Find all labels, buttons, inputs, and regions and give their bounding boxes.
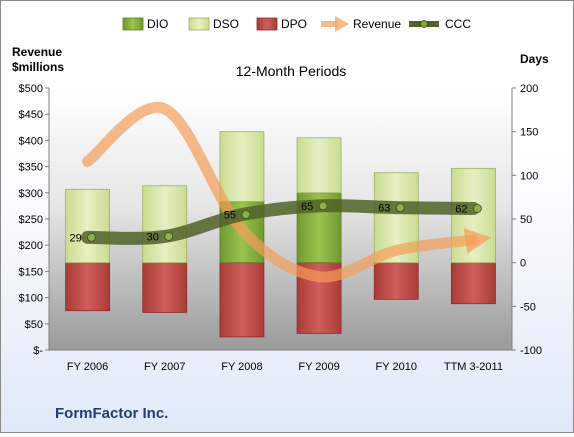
ccc-data-label: 65 [301,201,313,213]
right-axis-ticks: -100 -50 0 50 100 150 200 [512,83,542,357]
ccc-point [318,201,328,211]
bar-dso [142,185,188,264]
right-tick-label: -50 [520,301,536,313]
bar-dpo [142,262,188,313]
revenue-layer [82,101,492,283]
bar-dpo [219,262,265,338]
left-tick-label: $250 [19,214,43,226]
bar-dso [219,131,265,202]
ccc-data-label: 30 [147,231,159,243]
left-tick-label: $200 [19,240,43,252]
left-tick-label: $450 [19,109,43,121]
left-axis-label-line2: $millions [12,60,64,74]
legend-swatch-dpo [256,17,278,31]
company-name: FormFactor Inc. [55,405,169,422]
ccc-point [473,204,482,213]
plot-area [49,88,512,350]
right-tick-label: 0 [520,258,526,270]
legend-swatch-dio [122,17,144,31]
right-axis-label: Days [520,52,549,66]
x-tick-label: FY 2009 [298,361,339,373]
legend-label-ccc: CCC [445,17,471,31]
bar-dpo [373,262,419,300]
ccc-point [87,232,96,242]
chart-title: 12-Month Periods [236,63,347,79]
bar-dpo [451,262,496,305]
x-tick-label: FY 2010 [376,361,417,373]
left-tick-label: $100 [19,293,43,305]
legend-label-dio: DIO [147,17,168,31]
ccc-data-label: 29 [69,232,81,244]
legend-swatch-ccc [409,20,439,28]
ccc-data-label: 62 [455,204,467,216]
x-tick-label: FY 2007 [144,361,185,373]
left-axis-label-line1: Revenue [12,45,62,59]
left-tick-label: $400 [19,135,43,147]
ccc-point [395,203,405,213]
bar-dso [296,137,342,194]
right-tick-label: 50 [520,214,532,226]
x-axis-ticks: FY 2006 FY 2007 FY 2008 FY 2009 FY 2010 TTM 3… [67,361,503,373]
x-tick-label: TTM 3-2011 [444,361,503,373]
bar-dpo [65,262,110,312]
legend-swatch-revenue [321,16,349,32]
revenue-line [82,101,492,283]
legend-label-revenue: Revenue [353,17,401,31]
right-tick-label: 100 [520,170,538,182]
left-tick-label: $350 [19,162,43,174]
legend-label-dso: DSO [213,17,239,31]
left-tick-label: $150 [19,266,43,278]
legend-label-dpo: DPO [281,17,307,31]
ccc-layer: 29 30 55 65 63 62 [69,199,482,245]
ccc-data-label: 63 [378,203,390,215]
right-tick-label: 150 [520,127,538,139]
legend: DIO DSO DPO Revenue CCC [122,16,471,32]
right-tick-label: 200 [520,83,538,95]
legend-swatch-dso [188,17,210,31]
left-tick-label: $- [33,345,43,357]
bar-dso [65,188,110,264]
left-axis-ticks: $- $50 $100 $150 $200 $250 $300 $350 $400 $450 $50… [19,83,49,357]
right-tick-label: -100 [520,345,542,357]
left-tick-label: $300 [19,188,43,200]
ccc-point [164,232,174,241]
x-tick-label: FY 2008 [221,361,262,373]
ccc-data-label: 55 [224,210,236,222]
ccc-point [241,210,251,220]
left-tick-label: $50 [25,319,43,331]
left-tick-label: $500 [19,83,43,95]
x-tick-label: FY 2006 [67,361,108,373]
